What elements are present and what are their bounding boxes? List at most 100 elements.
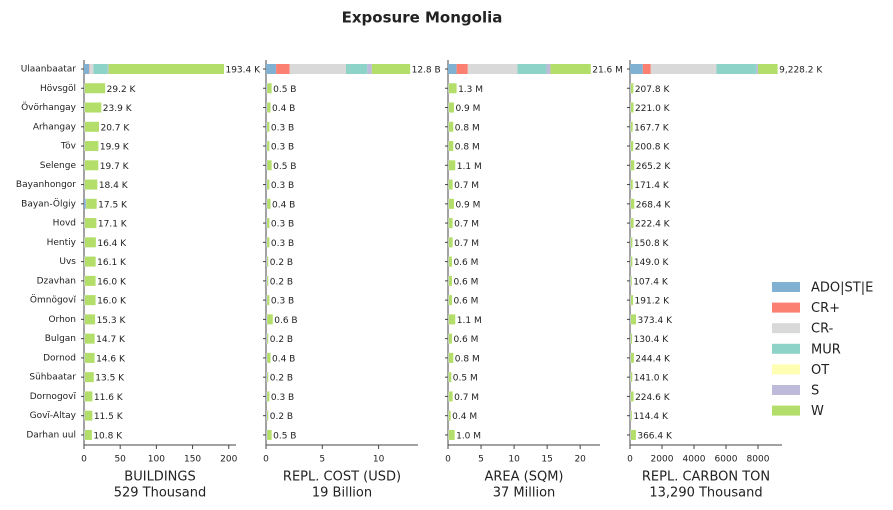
- bar-segment: [345, 64, 368, 74]
- total-label: 200.8 K: [635, 143, 671, 153]
- total-label: 222.4 K: [635, 220, 671, 230]
- x-tick-label: 5: [319, 455, 325, 465]
- total-label: 9,228.2 K: [779, 66, 823, 76]
- bar-segment: [630, 121, 633, 132]
- y-tick-label: Töv: [60, 142, 77, 152]
- total-label: 0.2 B: [270, 374, 293, 384]
- total-label: 18.4 K: [99, 181, 129, 191]
- bar-segment: [448, 102, 454, 113]
- bar-segment: [630, 83, 631, 94]
- bar-segment: [630, 64, 643, 74]
- x-tick-label: 6000: [715, 455, 738, 465]
- y-tick-label: Hentiy: [47, 238, 77, 248]
- bar-segment: [630, 314, 636, 325]
- bar-segment: [448, 121, 454, 132]
- total-label: 0.4 M: [452, 412, 477, 422]
- bar-segment: [448, 141, 454, 152]
- legend-swatch: [772, 323, 800, 334]
- bar-segment: [267, 141, 270, 152]
- x-tick-label: 10: [508, 455, 520, 465]
- bar-segment: [267, 372, 269, 383]
- bar-segment: [84, 391, 85, 402]
- total-label: 1.0 M: [456, 431, 481, 441]
- bar-segment: [630, 141, 631, 152]
- bar-segment: [630, 391, 634, 402]
- bar-segment: [448, 333, 452, 344]
- bar-segment: [107, 64, 109, 74]
- bar-segment: [517, 64, 547, 74]
- bar-segment: [84, 83, 106, 94]
- bar-segment: [448, 391, 453, 402]
- y-tick-label: Orhon: [48, 315, 76, 325]
- total-label: 16.0 K: [97, 277, 127, 287]
- total-label: 149.0 K: [634, 258, 670, 268]
- bar-segment: [84, 160, 85, 171]
- legend-label: CR-: [811, 322, 834, 337]
- total-label: 0.8 M: [455, 123, 480, 133]
- x-tick-label: 0: [263, 455, 269, 465]
- x-tick-label: 150: [184, 455, 201, 465]
- bar-segment: [448, 314, 449, 325]
- bar-segment: [448, 295, 452, 306]
- bar-segment: [267, 198, 271, 209]
- total-label: 0.3 B: [271, 143, 294, 153]
- bar-segment: [84, 218, 97, 229]
- bar-segment: [448, 333, 449, 344]
- y-tick-label: Ömnögovĭ: [30, 295, 77, 306]
- total-label: 11.5 K: [94, 412, 124, 422]
- bar-segment: [267, 295, 270, 306]
- y-tick-label: Selenge: [40, 161, 77, 171]
- bar-segment: [266, 275, 268, 286]
- total-label: 193.4 K: [225, 66, 261, 76]
- y-tick-label: Darhan uul: [26, 430, 76, 440]
- bar-segment: [267, 179, 270, 190]
- legend-label: MUR: [811, 342, 841, 357]
- total-label: 1.1 M: [457, 316, 482, 326]
- bar-segment: [266, 64, 277, 74]
- bar-segment: [630, 237, 631, 248]
- x-tick-label: 200: [220, 455, 237, 465]
- bar-segment: [448, 179, 453, 190]
- bar-segment: [448, 160, 456, 171]
- bar-segment: [267, 121, 270, 132]
- bar-segment: [448, 141, 449, 152]
- bar-segment: [84, 179, 85, 190]
- bar-segment: [630, 372, 633, 383]
- bar-segment: [84, 410, 93, 421]
- x-axis-total: 37 Million: [493, 486, 556, 501]
- bar-segment: [448, 256, 449, 267]
- bar-segment: [448, 198, 449, 209]
- bar-segment: [448, 160, 449, 171]
- total-label: 0.7 M: [454, 181, 479, 191]
- bar-segment: [84, 141, 99, 152]
- bar-segment: [84, 121, 99, 132]
- legend-label: S: [811, 384, 819, 399]
- bar-segment: [448, 391, 449, 402]
- total-label: 23.9 K: [103, 104, 133, 114]
- x-axis-label: REPL. COST (USD): [283, 470, 401, 485]
- bar-segment: [266, 141, 268, 152]
- bar-segment: [266, 391, 268, 402]
- total-label: 17.1 K: [98, 220, 128, 230]
- bar-segment: [84, 333, 95, 344]
- bar-segment: [266, 179, 268, 190]
- bar-segment: [756, 64, 758, 74]
- total-label: 0.2 B: [270, 258, 293, 268]
- total-label: 21.6 M: [592, 66, 623, 76]
- bar-segment: [448, 198, 454, 209]
- bar-segment: [630, 410, 631, 421]
- bar-segment: [448, 295, 449, 306]
- bar-segment: [448, 314, 456, 325]
- bar-segment: [630, 218, 634, 229]
- total-label: 366.4 K: [637, 431, 673, 441]
- bar-segment: [758, 64, 778, 74]
- bar-segment: [84, 314, 96, 325]
- bar-segment: [630, 333, 633, 344]
- bar-segment: [630, 372, 631, 383]
- bar-segment: [266, 160, 268, 171]
- bar-segment: [93, 64, 108, 74]
- bar-segment: [630, 102, 634, 113]
- bar-segment: [84, 410, 85, 421]
- bar-segment: [84, 64, 90, 74]
- bar-segment: [84, 275, 96, 286]
